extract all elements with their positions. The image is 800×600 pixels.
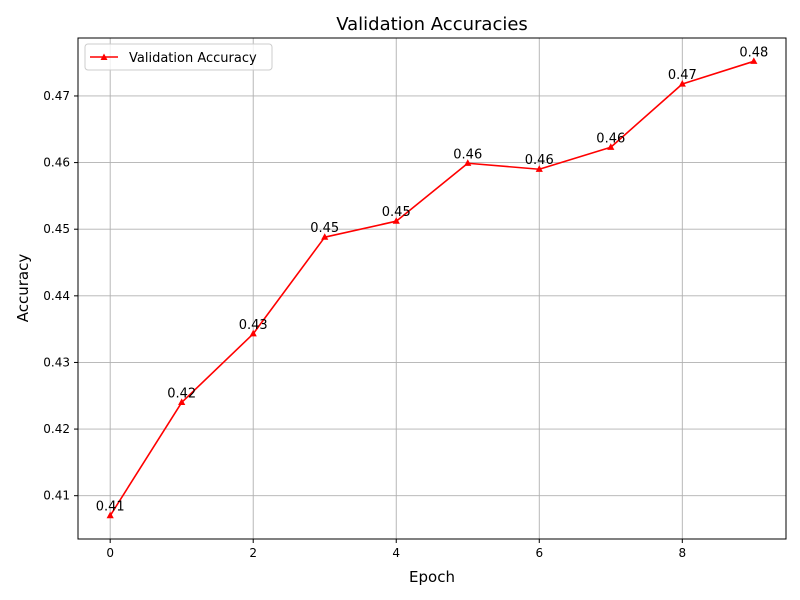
data-point-label: 0.46 <box>525 153 554 168</box>
data-point-marker <box>249 329 257 337</box>
y-axis-ticks: 0.41 0.42 0.43 0.44 0.45 0.46 0.47 <box>43 89 78 503</box>
data-point-marker <box>750 57 758 64</box>
legend-marker-triangle <box>100 53 108 60</box>
chart-title: Validation Accuracies <box>336 14 528 35</box>
grid-lines <box>78 38 786 539</box>
data-point-marker <box>535 165 543 172</box>
data-point-marker <box>607 143 615 150</box>
y-tick-label: 0.44 <box>43 289 70 303</box>
data-point-label: 0.45 <box>382 205 411 220</box>
y-tick-label: 0.43 <box>43 355 70 369</box>
data-point-marker <box>178 398 186 406</box>
series-line <box>109 60 755 517</box>
y-tick-label: 0.42 <box>43 422 70 436</box>
legend: Validation Accuracy <box>84 43 273 71</box>
y-tick-label: 0.41 <box>43 489 70 503</box>
data-point-marker <box>464 159 472 166</box>
series-layer <box>106 57 758 519</box>
x-tick-label: 6 <box>535 546 543 560</box>
x-axis-label: Epoch <box>409 568 455 586</box>
x-tick-label: 8 <box>678 546 686 560</box>
data-point-label: 0.41 <box>96 500 125 515</box>
data-labels: 0.41 0.42 0.43 0.45 0.45 0.46 0.46 0.46 0.47 0.48 <box>96 45 769 514</box>
data-point-label: 0.42 <box>167 386 196 401</box>
x-tick-label: 0 <box>106 546 114 560</box>
y-tick-label: 0.47 <box>43 89 70 103</box>
plot-frame <box>77 37 787 540</box>
data-point-marker <box>321 233 329 240</box>
x-tick-label: 4 <box>392 546 400 560</box>
data-point-marker <box>678 79 686 87</box>
data-point-label: 0.45 <box>310 221 339 236</box>
x-axis-ticks: 0 2 4 6 8 <box>106 539 686 560</box>
data-point-marker <box>392 217 400 224</box>
legend-entry-label: Validation Accuracy <box>129 51 257 66</box>
data-point-label: 0.46 <box>596 131 625 146</box>
y-tick-label: 0.46 <box>43 156 70 170</box>
data-point-label: 0.43 <box>239 318 268 333</box>
data-point-marker <box>106 511 114 519</box>
data-point-label: 0.47 <box>668 68 697 83</box>
y-axis-label: Accuracy <box>14 254 32 323</box>
data-point-label: 0.46 <box>453 147 482 162</box>
legend-box <box>84 43 273 71</box>
data-point-label: 0.48 <box>739 45 768 60</box>
y-tick-label: 0.45 <box>43 222 70 236</box>
x-tick-label: 2 <box>249 546 257 560</box>
